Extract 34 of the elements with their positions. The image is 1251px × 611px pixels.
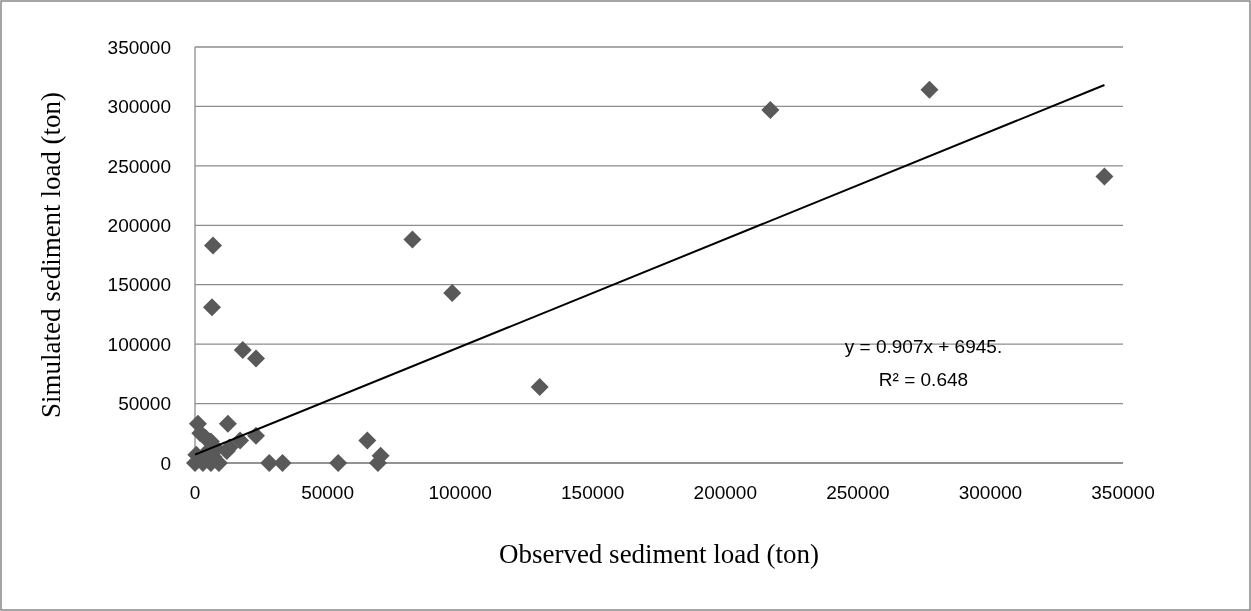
point: [920, 80, 939, 99]
point: [1095, 167, 1114, 186]
y-tick-label: 150000: [107, 274, 171, 296]
x-tick-label: 250000: [826, 482, 890, 503]
point: [329, 454, 348, 472]
point: [530, 377, 549, 396]
point: [403, 230, 422, 249]
x-tick-label: 200000: [693, 482, 757, 503]
point: [443, 284, 462, 303]
x-tick-label: 300000: [958, 482, 1023, 503]
y-tick-label: 50000: [118, 393, 171, 415]
y-tick-label: 0: [160, 452, 171, 474]
y-tick-label: 100000: [107, 333, 171, 355]
x-tick-label: 100000: [428, 482, 492, 503]
point: [204, 236, 223, 255]
annotation: R² = 0.648: [878, 368, 969, 390]
x-tick-label: 150000: [561, 482, 625, 503]
x-tick-label: 50000: [301, 482, 354, 503]
point: [358, 431, 377, 450]
point: [218, 414, 237, 433]
y-tick-label: 350000: [107, 36, 171, 58]
annotation: y = 0.907x + 6945.: [844, 335, 1003, 357]
point: [246, 349, 265, 368]
point: [202, 298, 221, 317]
x-tick-label: 350000: [1091, 482, 1155, 503]
y-axis-title: Simulated sediment load (ton): [36, 91, 66, 419]
x-tick-label: 0: [189, 482, 201, 503]
y-tick-label: 200000: [107, 214, 171, 236]
y-tick-label: 250000: [107, 155, 171, 177]
point: [233, 341, 252, 360]
point: [761, 100, 780, 119]
x-axis-title: Observed sediment load (ton): [498, 539, 820, 569]
y-tick-label: 300000: [107, 96, 171, 118]
point: [273, 454, 292, 472]
